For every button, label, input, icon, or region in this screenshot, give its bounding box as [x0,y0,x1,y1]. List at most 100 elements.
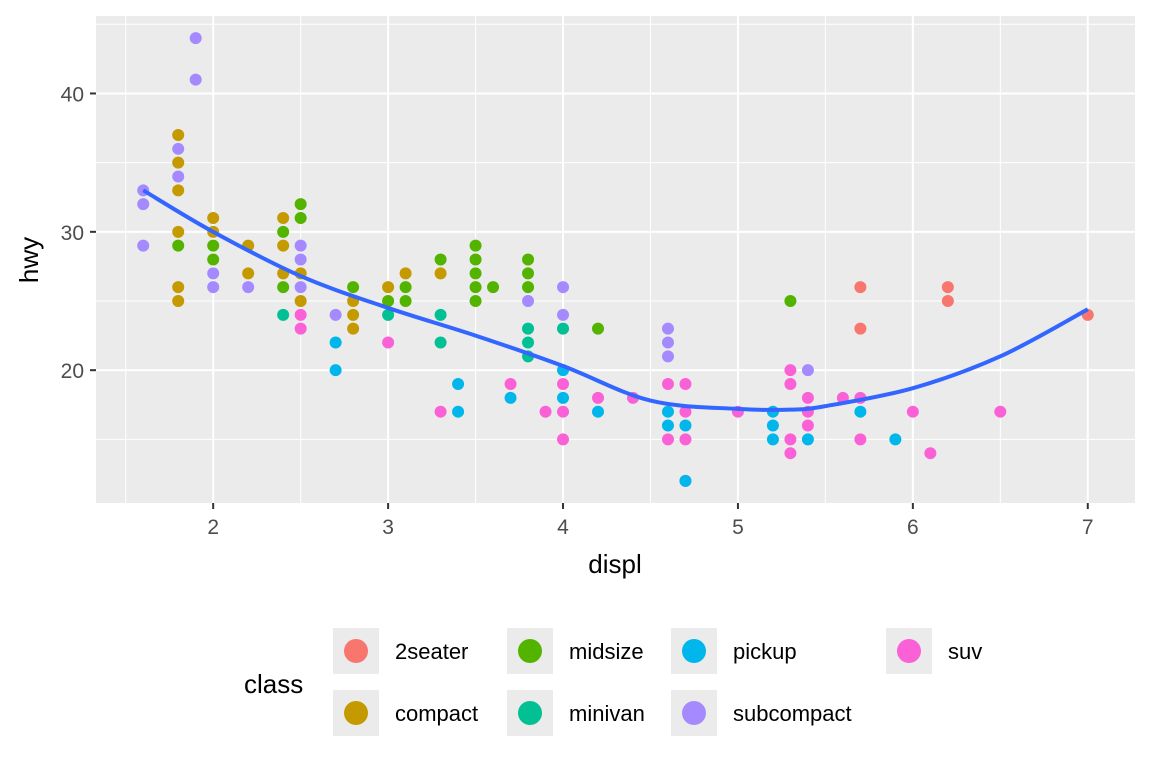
point-compact [172,128,185,141]
point-compact [172,225,185,238]
grid [96,16,1135,503]
point-minivan [382,308,395,321]
point-midsize [487,281,500,294]
point-subcompact [329,308,342,321]
point-midsize [382,295,395,308]
point-pickup [679,419,692,432]
point-suv [801,391,814,404]
point-midsize [434,253,447,266]
point-suv [294,322,307,335]
x-tick-label: 2 [207,516,219,539]
point-2seater [854,322,867,335]
point-minivan [557,322,570,335]
legend-label: suv [948,639,982,664]
point-pickup [557,391,570,404]
point-subcompact [172,142,185,155]
point-midsize [469,295,482,308]
point-subcompact [557,281,570,294]
point-suv [854,433,867,446]
point-compact [382,281,395,294]
point-suv [924,447,937,460]
point-pickup [329,336,342,349]
plot-panel [96,16,1135,503]
point-2seater [941,281,954,294]
point-suv [679,405,692,418]
point-compact [277,239,290,252]
point-minivan [522,322,535,335]
point-2seater [854,281,867,294]
point-subcompact [557,308,570,321]
point-suv [906,405,919,418]
point-subcompact [189,32,202,45]
y-tick-label: 20 [61,360,84,383]
point-suv [592,391,605,404]
legend-label: subcompact [733,701,852,726]
legend-label: 2seater [395,639,468,664]
point-midsize [207,239,220,252]
legend-title: class [244,669,303,699]
point-subcompact [207,267,220,280]
point-pickup [592,405,605,418]
point-pickup [854,405,867,418]
point-midsize [592,322,605,335]
legend-label: midsize [569,639,644,664]
point-pickup [661,405,674,418]
point-suv [661,378,674,391]
point-compact [347,308,360,321]
point-suv [679,378,692,391]
point-pickup [766,419,779,432]
point-midsize [294,211,307,224]
point-suv [661,433,674,446]
point-midsize [469,239,482,252]
point-subcompact [294,239,307,252]
point-suv [784,433,797,446]
point-suv [382,336,395,349]
y-tick-label: 30 [61,222,84,245]
point-pickup [679,474,692,487]
legend-swatch-pickup [682,639,706,663]
point-suv [784,364,797,377]
point-suv [784,378,797,391]
point-pickup [504,391,517,404]
point-midsize [522,253,535,266]
point-subcompact [801,364,814,377]
point-suv [557,378,570,391]
point-compact [434,267,447,280]
point-pickup [889,433,902,446]
point-compact [294,295,307,308]
legend-swatch-midsize [518,639,542,663]
point-pickup [801,433,814,446]
point-midsize [469,267,482,280]
point-compact [172,281,185,294]
point-pickup [452,378,465,391]
point-midsize [277,281,290,294]
point-midsize [399,295,412,308]
point-subcompact [189,73,202,86]
legend-swatch-subcompact [682,701,706,725]
point-midsize [207,253,220,266]
legend-swatch-suv [897,639,921,663]
point-subcompact [172,170,185,183]
x-tick-label: 4 [557,516,569,539]
point-suv [557,405,570,418]
point-compact [172,295,185,308]
legend-swatch-minivan [518,701,542,725]
x-tick-label: 7 [1082,516,1094,539]
point-subcompact [661,350,674,363]
point-pickup [766,433,779,446]
point-subcompact [137,239,150,252]
point-midsize [399,281,412,294]
point-subcompact [137,198,150,211]
point-suv [557,433,570,446]
x-tick-label: 6 [907,516,919,539]
legend-swatch-2seater [344,639,368,663]
y-tick-label: 40 [61,83,84,106]
x-axis-title: displ [588,549,641,579]
point-subcompact [294,281,307,294]
point-suv [504,378,517,391]
point-compact [399,267,412,280]
point-minivan [434,336,447,349]
point-compact [347,322,360,335]
point-suv [294,308,307,321]
legend-label: compact [395,701,478,726]
